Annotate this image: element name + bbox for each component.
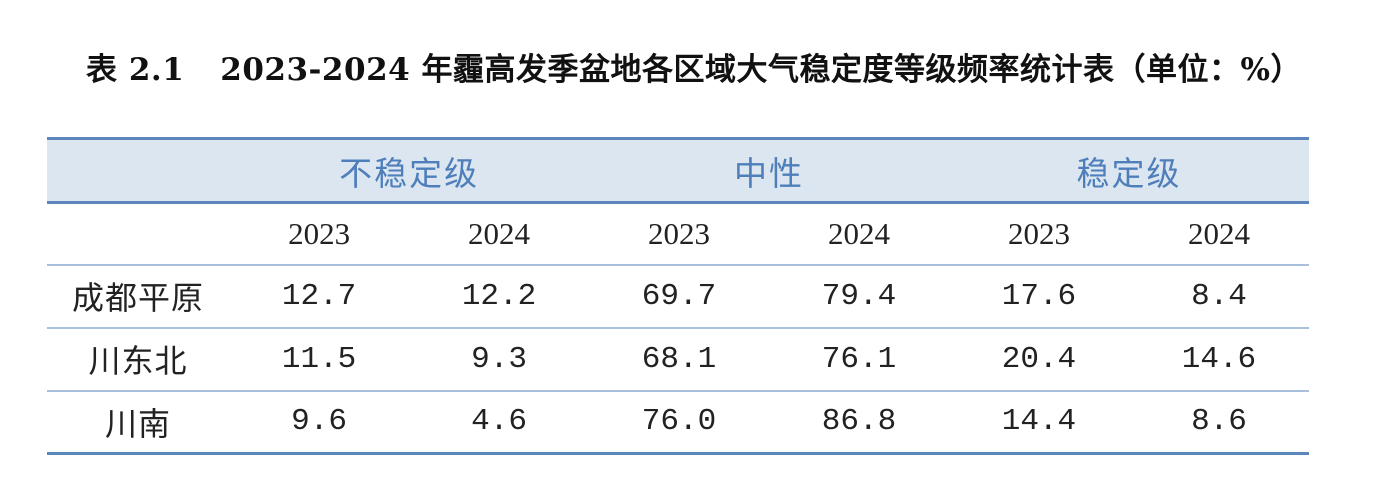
value-cell: 76.0 bbox=[641, 404, 717, 440]
value-cell: 68.1 bbox=[641, 341, 717, 377]
region-cell: 成都平原 bbox=[72, 279, 205, 317]
group-header-neutral: 中性 bbox=[734, 153, 804, 193]
value-cell: 11.5 bbox=[281, 341, 357, 377]
value-cell: 9.6 bbox=[291, 404, 347, 440]
value-cell: 9.3 bbox=[471, 341, 527, 377]
year-header-row: 2023 2024 2023 2024 2023 2024 bbox=[47, 203, 1309, 265]
value-cell: 8.6 bbox=[1191, 404, 1247, 440]
stability-frequency-table: 不稳定级 中性 稳定级 2023 2024 2023 2024 2023 202… bbox=[47, 137, 1309, 455]
caption-title: 2023-2024 年霾高发季盆地各区域大气稳定度等级频率统计表（单位：%） bbox=[220, 52, 1302, 88]
year-header: 2024 bbox=[1187, 215, 1250, 251]
value-cell: 8.4 bbox=[1191, 278, 1247, 314]
value-cell: 69.7 bbox=[641, 278, 717, 314]
year-header: 2023 bbox=[1007, 215, 1070, 251]
value-cell: 14.4 bbox=[1001, 404, 1077, 440]
year-header: 2024 bbox=[468, 215, 531, 251]
group-header-stable: 稳定级 bbox=[1076, 153, 1182, 193]
year-header: 2023 bbox=[288, 215, 351, 251]
caption-number: 表 2.1 bbox=[86, 52, 185, 88]
region-cell: 川南 bbox=[105, 404, 172, 443]
value-cell: 86.8 bbox=[821, 404, 897, 440]
region-header-cell bbox=[47, 139, 229, 203]
value-cell: 79.4 bbox=[821, 278, 897, 314]
value-cell: 76.1 bbox=[821, 341, 897, 377]
value-cell: 12.2 bbox=[461, 278, 537, 314]
table-row: 川东北 11.5 9.3 68.1 76.1 20.4 14.6 bbox=[47, 328, 1309, 391]
value-cell: 14.6 bbox=[1181, 341, 1257, 377]
table-row: 川南 9.6 4.6 76.0 86.8 14.4 8.6 bbox=[47, 391, 1309, 454]
table-caption: 表 2.1 2023-2024 年霾高发季盆地各区域大气稳定度等级频率统计表（单位… bbox=[0, 44, 1388, 89]
value-cell: 12.7 bbox=[281, 278, 357, 314]
value-cell: 17.6 bbox=[1001, 278, 1077, 314]
group-header-unstable: 不稳定级 bbox=[339, 153, 480, 193]
year-header: 2024 bbox=[827, 215, 890, 251]
table-row: 成都平原 12.7 12.2 69.7 79.4 17.6 8.4 bbox=[47, 265, 1309, 328]
region-cell: 川东北 bbox=[88, 342, 188, 380]
year-header: 2023 bbox=[648, 215, 711, 251]
group-header-row: 不稳定级 中性 稳定级 bbox=[47, 138, 1309, 203]
value-cell: 4.6 bbox=[471, 404, 527, 440]
year-header-blank bbox=[47, 203, 229, 265]
value-cell: 20.4 bbox=[1001, 341, 1077, 377]
